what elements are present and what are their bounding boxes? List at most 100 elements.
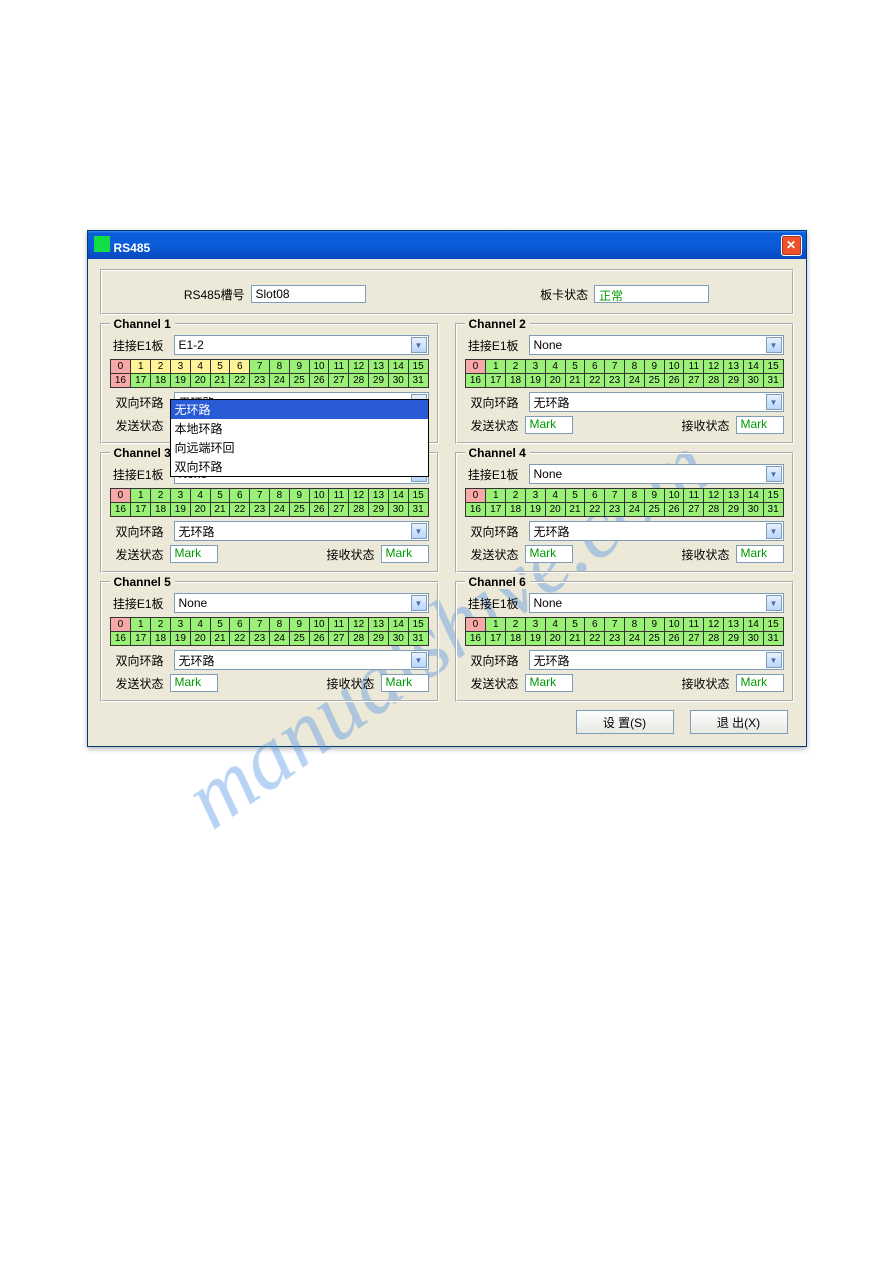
- timeslot-cell[interactable]: 7: [249, 489, 269, 502]
- timeslot-cell[interactable]: 2: [150, 618, 170, 631]
- timeslot-cell[interactable]: 24: [624, 502, 644, 516]
- timeslot-cell[interactable]: 30: [388, 631, 408, 645]
- timeslot-cell[interactable]: 11: [328, 618, 348, 631]
- timeslot-cell[interactable]: 12: [703, 489, 723, 502]
- timeslot-cell[interactable]: 18: [505, 502, 525, 516]
- timeslot-cell[interactable]: 2: [150, 489, 170, 502]
- timeslot-cell[interactable]: 28: [348, 631, 368, 645]
- timeslot-cell[interactable]: 28: [348, 373, 368, 387]
- timeslot-cell[interactable]: 3: [170, 618, 190, 631]
- timeslot-cell[interactable]: 21: [210, 502, 230, 516]
- timeslot-cell[interactable]: 13: [368, 618, 388, 631]
- timeslot-cell[interactable]: 1: [130, 489, 150, 502]
- loop-select[interactable]: 无环路▼: [529, 521, 784, 541]
- timeslot-cell[interactable]: 6: [229, 360, 249, 373]
- timeslot-cell[interactable]: 18: [150, 502, 170, 516]
- timeslot-cell[interactable]: 26: [309, 373, 329, 387]
- timeslot-cell[interactable]: 11: [328, 489, 348, 502]
- timeslot-cell[interactable]: 14: [388, 489, 408, 502]
- timeslot-cell[interactable]: 12: [348, 489, 368, 502]
- timeslot-cell[interactable]: 29: [723, 631, 743, 645]
- timeslot-cell[interactable]: 24: [269, 502, 289, 516]
- timeslot-cell[interactable]: 29: [368, 373, 388, 387]
- timeslot-cell[interactable]: 19: [525, 373, 545, 387]
- timeslot-cell[interactable]: 12: [348, 618, 368, 631]
- timeslot-cell[interactable]: 26: [664, 631, 684, 645]
- timeslot-cell[interactable]: 27: [683, 373, 703, 387]
- timeslot-cell[interactable]: 21: [565, 631, 585, 645]
- timeslot-cell[interactable]: 25: [289, 631, 309, 645]
- timeslot-cell[interactable]: 29: [368, 502, 388, 516]
- timeslot-cell[interactable]: 10: [309, 618, 329, 631]
- timeslot-cell[interactable]: 4: [545, 360, 565, 373]
- timeslot-cell[interactable]: 27: [328, 631, 348, 645]
- e1-select[interactable]: None▼: [174, 593, 429, 613]
- timeslot-cell[interactable]: 27: [683, 502, 703, 516]
- timeslot-cell[interactable]: 29: [723, 502, 743, 516]
- loop-select[interactable]: 无环路▼: [174, 521, 429, 541]
- timeslot-cell[interactable]: 15: [408, 489, 428, 502]
- timeslot-cell[interactable]: 13: [723, 360, 743, 373]
- timeslot-cell[interactable]: 17: [130, 502, 150, 516]
- timeslot-cell[interactable]: 15: [763, 489, 783, 502]
- loop-select[interactable]: 无环路▼: [174, 650, 429, 670]
- timeslot-cell[interactable]: 24: [269, 631, 289, 645]
- timeslot-cell[interactable]: 8: [269, 618, 289, 631]
- timeslot-cell[interactable]: 21: [210, 373, 230, 387]
- timeslot-cell[interactable]: 15: [763, 360, 783, 373]
- timeslot-cell[interactable]: 19: [525, 631, 545, 645]
- timeslot-cell[interactable]: 23: [249, 502, 269, 516]
- timeslot-cell[interactable]: 16: [466, 373, 486, 387]
- timeslot-cell[interactable]: 20: [545, 373, 565, 387]
- timeslot-cell[interactable]: 30: [388, 373, 408, 387]
- timeslot-cell[interactable]: 18: [150, 373, 170, 387]
- timeslot-cell[interactable]: 10: [664, 618, 684, 631]
- timeslot-cell[interactable]: 3: [170, 360, 190, 373]
- timeslot-cell[interactable]: 21: [210, 631, 230, 645]
- timeslot-cell[interactable]: 10: [309, 489, 329, 502]
- e1-select[interactable]: None▼: [529, 593, 784, 613]
- timeslot-cell[interactable]: 25: [289, 502, 309, 516]
- timeslot-cell[interactable]: 17: [485, 502, 505, 516]
- timeslot-cell[interactable]: 9: [289, 618, 309, 631]
- timeslot-cell[interactable]: 11: [683, 360, 703, 373]
- exit-button[interactable]: 退 出(X): [690, 710, 788, 734]
- timeslot-cell[interactable]: 22: [229, 373, 249, 387]
- timeslot-cell[interactable]: 14: [388, 360, 408, 373]
- timeslot-cell[interactable]: 17: [130, 373, 150, 387]
- timeslot-cell[interactable]: 3: [170, 489, 190, 502]
- timeslot-cell[interactable]: 9: [289, 489, 309, 502]
- timeslot-cell[interactable]: 15: [408, 360, 428, 373]
- timeslot-cell[interactable]: 21: [565, 502, 585, 516]
- timeslot-cell[interactable]: 23: [604, 373, 624, 387]
- timeslot-cell[interactable]: 30: [743, 631, 763, 645]
- timeslot-cell[interactable]: 31: [763, 373, 783, 387]
- timeslot-cell[interactable]: 26: [309, 502, 329, 516]
- timeslot-cell[interactable]: 3: [525, 489, 545, 502]
- timeslot-cell[interactable]: 2: [505, 618, 525, 631]
- timeslot-cell[interactable]: 11: [683, 618, 703, 631]
- loop-option[interactable]: 向远端环回: [171, 438, 428, 457]
- e1-select[interactable]: None▼: [529, 464, 784, 484]
- timeslot-cell[interactable]: 9: [644, 489, 664, 502]
- timeslot-cell[interactable]: 22: [584, 373, 604, 387]
- timeslot-cell[interactable]: 29: [723, 373, 743, 387]
- timeslot-cell[interactable]: 13: [723, 489, 743, 502]
- timeslot-cell[interactable]: 5: [565, 360, 585, 373]
- timeslot-cell[interactable]: 1: [485, 618, 505, 631]
- timeslot-cell[interactable]: 2: [505, 489, 525, 502]
- timeslot-cell[interactable]: 18: [150, 631, 170, 645]
- timeslot-cell[interactable]: 16: [111, 502, 131, 516]
- timeslot-cell[interactable]: 20: [190, 502, 210, 516]
- timeslot-cell[interactable]: 1: [130, 618, 150, 631]
- timeslot-cell[interactable]: 16: [466, 631, 486, 645]
- timeslot-cell[interactable]: 19: [170, 373, 190, 387]
- loop-option[interactable]: 无环路: [171, 400, 428, 419]
- timeslot-cell[interactable]: 25: [644, 502, 664, 516]
- timeslot-cell[interactable]: 21: [565, 373, 585, 387]
- timeslot-cell[interactable]: 30: [743, 373, 763, 387]
- timeslot-cell[interactable]: 31: [408, 502, 428, 516]
- close-button[interactable]: ✕: [781, 235, 802, 256]
- timeslot-cell[interactable]: 8: [624, 489, 644, 502]
- timeslot-cell[interactable]: 6: [584, 360, 604, 373]
